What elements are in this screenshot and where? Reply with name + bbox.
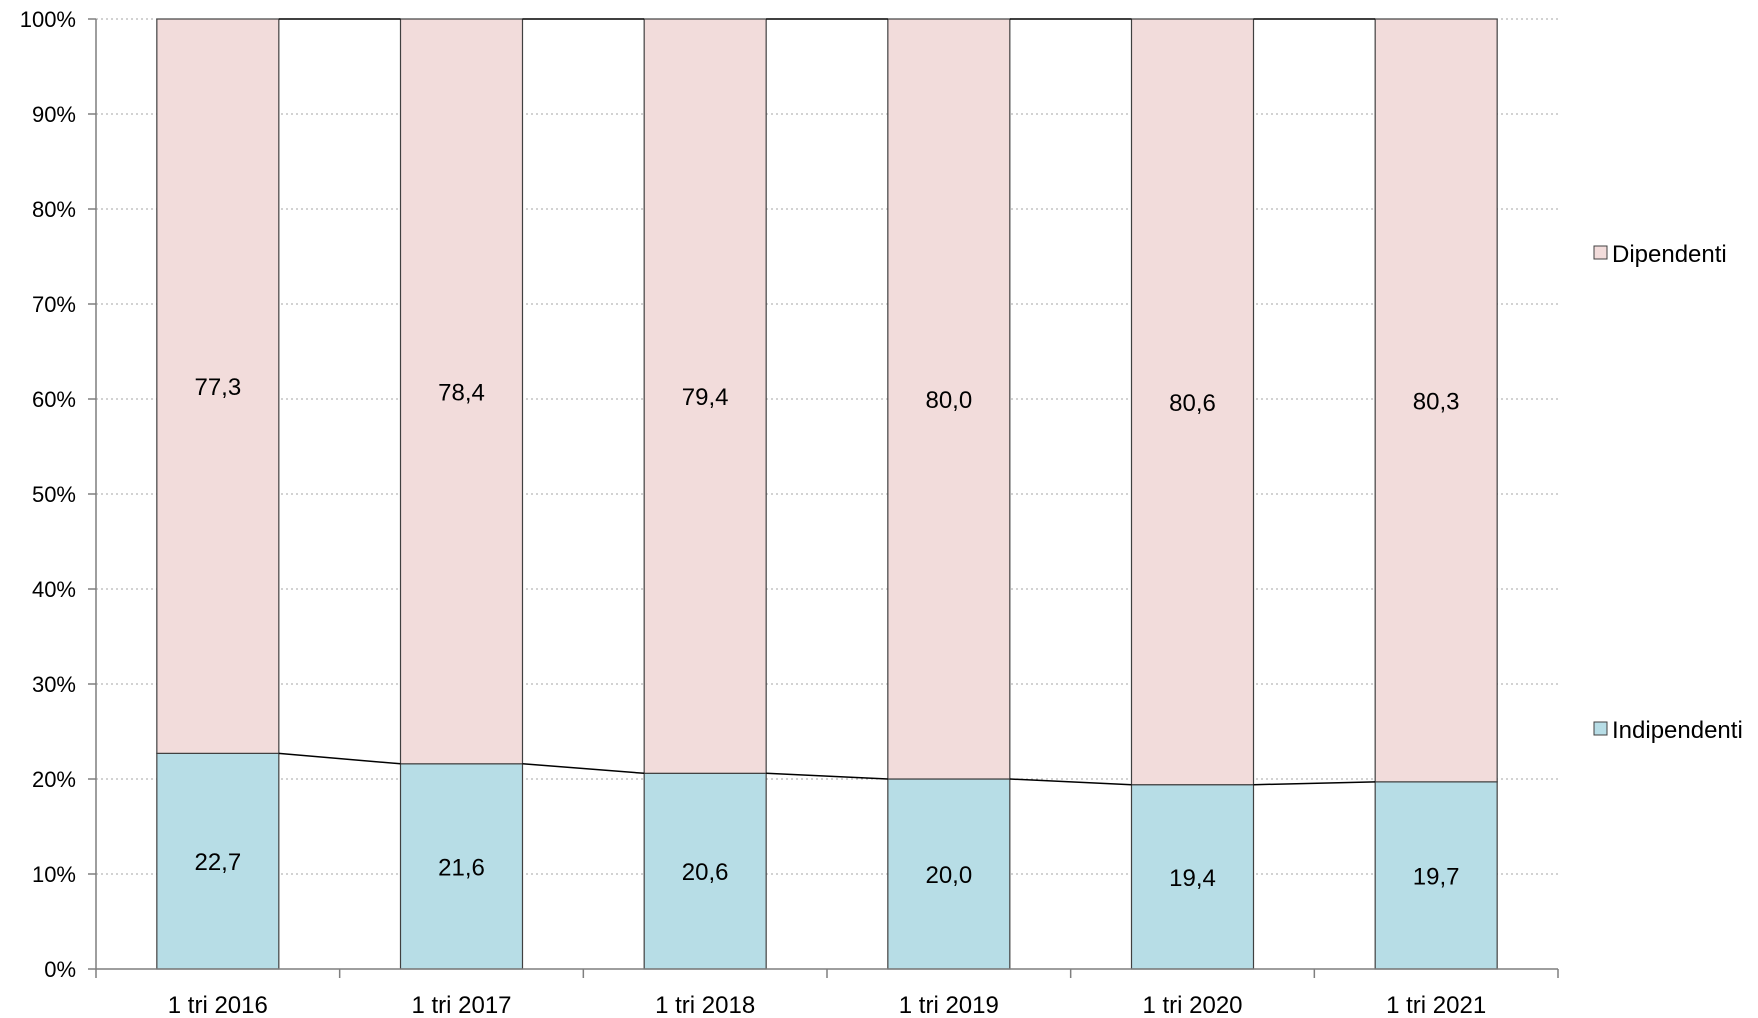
- y-tick-label: 0%: [44, 957, 76, 982]
- gridlines: [96, 18, 1558, 875]
- x-tick-label: 1 tri 2017: [411, 992, 511, 1018]
- data-label: 80,6: [1169, 390, 1216, 417]
- x-tick-label: 1 tri 2019: [899, 992, 999, 1018]
- bars: [156, 18, 1498, 970]
- x-tick-label: 1 tri 2016: [168, 992, 268, 1018]
- bar-segment-dipendenti: [643, 18, 767, 774]
- legend-label-indipendenti: Indipendenti: [1612, 717, 1743, 744]
- y-tick-label: 60%: [32, 387, 76, 412]
- data-label: 77,3: [194, 374, 241, 401]
- x-tick-label: 1 tri 2018: [655, 992, 755, 1018]
- bar-segment-dipendenti: [156, 18, 280, 754]
- bar-segment-dipendenti: [1130, 18, 1255, 786]
- bar-segment-indipendenti: [156, 752, 280, 970]
- series-line: [522, 763, 645, 775]
- y-tick-label: 90%: [32, 102, 76, 127]
- axes: 0% 10% 20% 30% 40% 50% 60% 70% 80% 90% 100% 1 tri 2…: [20, 7, 1559, 1018]
- y-tick-label: 20%: [32, 767, 76, 792]
- data-label: 19,4: [1169, 865, 1216, 892]
- bar-segment-indipendenti: [1130, 784, 1255, 970]
- data-label: 80,3: [1413, 388, 1460, 415]
- y-tick-label: 40%: [32, 577, 76, 602]
- x-tick-label: 1 tri 2021: [1386, 992, 1486, 1018]
- legend-swatch-dipendenti: [1593, 245, 1608, 260]
- series-line: [1253, 781, 1376, 786]
- bar-segment-dipendenti: [399, 18, 524, 765]
- data-label: 20,6: [682, 859, 729, 886]
- data-label: 78,4: [438, 379, 485, 406]
- data-labels: 22,7 77,3 21,6 78,4 20,6 79,4 20,0 80,0 19,4 80,6…: [194, 374, 1459, 892]
- data-label: 22,7: [194, 849, 241, 876]
- series-line: [766, 772, 888, 780]
- bar-segment-indipendenti: [887, 778, 1011, 970]
- y-tick-label: 100%: [20, 7, 76, 32]
- legend-swatch-indipendenti: [1593, 721, 1608, 736]
- bar-segment-indipendenti: [399, 763, 524, 970]
- y-tick-label: 70%: [32, 292, 76, 317]
- series-lines: [278, 18, 1376, 786]
- legend-label-dipendenti: Dipendenti: [1612, 241, 1727, 268]
- legend: Dipendenti Indipendenti: [1593, 241, 1743, 744]
- series-line: [278, 752, 401, 765]
- data-label: 80,0: [925, 387, 972, 414]
- data-label: 21,6: [438, 854, 485, 881]
- bar-segment-dipendenti: [1374, 18, 1498, 783]
- series-line: [1009, 778, 1132, 786]
- data-label: 20,0: [925, 862, 972, 889]
- y-tick-label: 30%: [32, 672, 76, 697]
- bar-segment-dipendenti: [887, 18, 1011, 780]
- y-tick-label: 50%: [32, 482, 76, 507]
- y-tick-label: 10%: [32, 862, 76, 887]
- x-tick-label: 1 tri 2020: [1142, 992, 1242, 1018]
- data-label: 19,7: [1413, 863, 1460, 890]
- data-label: 79,4: [682, 384, 729, 411]
- y-tick-label: 80%: [32, 197, 76, 222]
